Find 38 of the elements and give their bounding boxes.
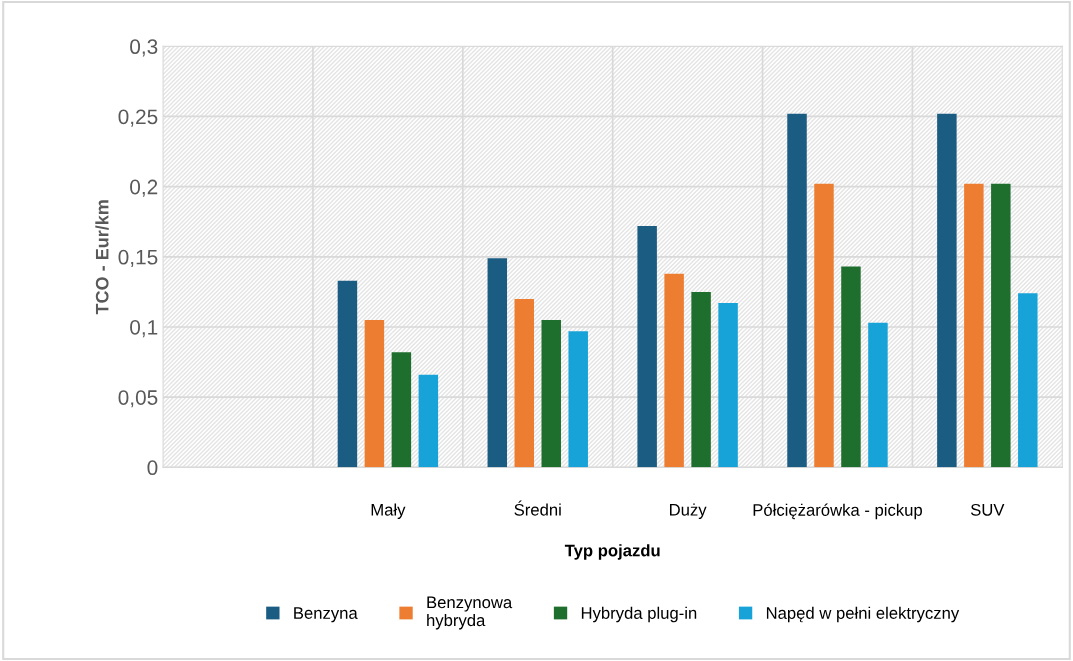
y-tick-label: 0,3 (130, 39, 158, 57)
legend-label: Hybryda plug-in (581, 606, 697, 623)
bar (841, 266, 861, 468)
x-tick-label: Półciężarówka - pickup (753, 503, 922, 520)
bar (337, 280, 358, 468)
bar (937, 113, 957, 468)
bar (418, 374, 439, 468)
x-tick-label: Mały (371, 503, 406, 519)
x-tick-label: Duży (670, 503, 707, 519)
bar (1018, 293, 1038, 468)
bar (964, 183, 984, 468)
legend-label: Benzynowa hybryda (427, 596, 513, 630)
x-tick-label: Średni (514, 500, 561, 516)
bar (718, 303, 738, 468)
legend-label: Benzyna (294, 607, 358, 623)
y-tick-label: 0 (147, 460, 158, 476)
bar (391, 352, 412, 468)
bar (487, 258, 508, 468)
y-tick-label: 0,2 (130, 179, 158, 197)
y-axis-title: TCO - Eur/km (95, 200, 109, 315)
bar (814, 183, 834, 468)
bar (568, 331, 588, 468)
bar (868, 322, 888, 468)
y-tick-label: 0,05 (118, 390, 158, 408)
y-tick-label: 0,25 (118, 109, 158, 127)
x-axis-title: Typ pojazdu (564, 544, 660, 560)
bar (991, 183, 1011, 468)
bar (691, 291, 711, 468)
bar (514, 298, 535, 468)
bar (664, 273, 684, 468)
bar (364, 319, 385, 468)
x-tick-label: SUV (970, 503, 1005, 516)
y-tick-label: 0,15 (118, 249, 158, 268)
bar (787, 113, 807, 468)
y-tick-label: 0,1 (130, 319, 158, 338)
bar (637, 225, 657, 468)
bar (541, 319, 561, 468)
legend-label: Napęd w pełni elektryczny (766, 606, 960, 623)
